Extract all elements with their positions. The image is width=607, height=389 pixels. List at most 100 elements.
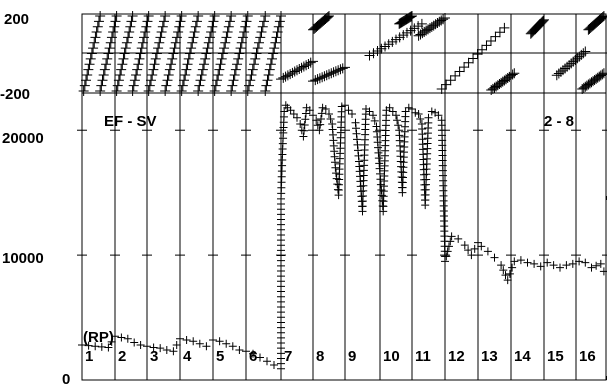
top-band-8-point-9 bbox=[220, 37, 231, 48]
data-fill-92-1 bbox=[499, 266, 508, 275]
data-point-68 bbox=[392, 111, 400, 120]
data-point-54 bbox=[344, 106, 353, 115]
top-band-7-point-0 bbox=[193, 86, 204, 97]
data-point-99 bbox=[543, 258, 552, 267]
top-band-12-point-13 bbox=[305, 57, 316, 68]
top-band-7-point-7 bbox=[201, 48, 212, 59]
top-band-3-point-13 bbox=[142, 16, 153, 27]
data-point-67 bbox=[388, 107, 397, 116]
data-fill-93-2 bbox=[508, 263, 517, 272]
top-band-12-point-12 bbox=[303, 58, 314, 69]
top-band-18-point-0 bbox=[436, 84, 447, 95]
segment-label-9: 9 bbox=[348, 348, 356, 365]
top-band-0-point-6 bbox=[85, 53, 96, 64]
top-band-14-point-1 bbox=[310, 75, 321, 86]
top-band-11-point-14 bbox=[276, 10, 286, 21]
top-band-11-point-4 bbox=[264, 64, 275, 75]
top-band-2-point-12 bbox=[125, 21, 136, 32]
top-band-12-point-6 bbox=[289, 66, 300, 77]
data-point-12 bbox=[156, 344, 165, 353]
top-band-14-point-11 bbox=[333, 65, 344, 76]
top-band-15-point-14 bbox=[416, 18, 427, 29]
top-band-17-point-13 bbox=[438, 14, 449, 25]
segment-label-15: 15 bbox=[547, 348, 564, 365]
top-band-4-point-10 bbox=[155, 32, 166, 43]
data-fill-14-1 bbox=[172, 341, 181, 350]
data-point-0 bbox=[78, 341, 86, 350]
data-point-78 bbox=[424, 113, 433, 122]
top-band-0-point-5 bbox=[84, 59, 95, 70]
top-band-1-point-10 bbox=[106, 32, 117, 43]
top-band-16-point-11 bbox=[404, 12, 415, 23]
top-band-5-point-8 bbox=[169, 43, 180, 54]
data-point-39 bbox=[296, 119, 305, 128]
top-band-20-point-13 bbox=[538, 15, 549, 26]
top-band-1-point-4 bbox=[99, 64, 110, 75]
data-point-89 bbox=[477, 242, 486, 251]
top-band-11-point-8 bbox=[269, 43, 280, 54]
data-point-102 bbox=[562, 261, 571, 270]
top-band-7-point-12 bbox=[207, 21, 218, 32]
data-point-95 bbox=[516, 256, 525, 265]
data-fill-40-2 bbox=[300, 120, 309, 129]
top-band-3-point-4 bbox=[132, 64, 143, 75]
top-band-7-point-5 bbox=[199, 59, 210, 70]
segment-label-14: 14 bbox=[514, 348, 531, 365]
top-band-3-point-0 bbox=[127, 86, 138, 97]
data-point-2 bbox=[91, 342, 100, 351]
top-band-19-point-14 bbox=[509, 68, 520, 79]
data-fill-50-3 bbox=[333, 180, 342, 189]
top-band-9-point-5 bbox=[232, 59, 243, 70]
top-band-9-point-14 bbox=[242, 10, 253, 21]
top-ytick-200: 200 bbox=[4, 11, 29, 28]
top-band-2-point-11 bbox=[124, 27, 135, 38]
panel-title: EF - SV bbox=[104, 113, 157, 130]
top-band-7-point-8 bbox=[202, 43, 213, 54]
top-band-18-point-14 bbox=[499, 22, 510, 33]
top-band-14-point-10 bbox=[330, 66, 341, 77]
top-ytick-neg200: -200 bbox=[0, 86, 30, 103]
top-band-12-point-7 bbox=[292, 65, 302, 76]
segment-label-2: 2 bbox=[118, 348, 126, 365]
top-band-10-point-7 bbox=[251, 48, 262, 59]
top-band-7-point-2 bbox=[195, 75, 206, 86]
data-point-55 bbox=[348, 109, 356, 118]
top-band-10-point-12 bbox=[257, 21, 268, 32]
data-point-105 bbox=[581, 258, 590, 267]
data-point-87 bbox=[467, 251, 476, 260]
top-band-19-point-13 bbox=[507, 69, 518, 80]
bottom-ytick-0: 0 bbox=[62, 371, 70, 388]
data-point-23 bbox=[228, 342, 237, 351]
top-band-1-point-1 bbox=[96, 80, 107, 91]
top-band-9-point-9 bbox=[236, 37, 247, 48]
segment-label-3: 3 bbox=[150, 348, 158, 365]
top-band-4-point-3 bbox=[147, 69, 158, 80]
data-fill-45-3 bbox=[317, 109, 326, 118]
top-band-3-point-11 bbox=[140, 27, 151, 38]
top-band-5-point-7 bbox=[168, 48, 179, 59]
top-band-12-point-5 bbox=[287, 67, 298, 78]
data-point-106 bbox=[587, 263, 596, 272]
data-point-42 bbox=[305, 106, 314, 115]
top-band-10-point-9 bbox=[254, 37, 264, 48]
top-band-17-point-14 bbox=[440, 12, 450, 23]
top-band-10-point-8 bbox=[252, 43, 263, 54]
top-band-14-point-6 bbox=[321, 70, 332, 81]
top-band-0-point-13 bbox=[93, 16, 104, 27]
data-point-90 bbox=[483, 247, 492, 256]
top-band-11-point-10 bbox=[271, 32, 282, 43]
top-band-7-point-3 bbox=[196, 69, 207, 80]
top-band-18-point-9 bbox=[477, 44, 488, 55]
data-fill-86-1 bbox=[464, 246, 473, 255]
top-band-0-point-7 bbox=[86, 48, 97, 59]
data-point-50 bbox=[331, 163, 340, 172]
top-band-4-point-8 bbox=[153, 43, 164, 54]
top-band-0-point-14 bbox=[95, 10, 106, 21]
top-band-9-point-2 bbox=[228, 75, 239, 86]
top-band-7-point-1 bbox=[194, 80, 205, 91]
data-point-48 bbox=[325, 109, 333, 118]
data-point-74 bbox=[411, 108, 420, 117]
data-point-13 bbox=[162, 346, 171, 355]
top-band-2-point-14 bbox=[127, 10, 138, 21]
data-point-40 bbox=[299, 132, 308, 141]
